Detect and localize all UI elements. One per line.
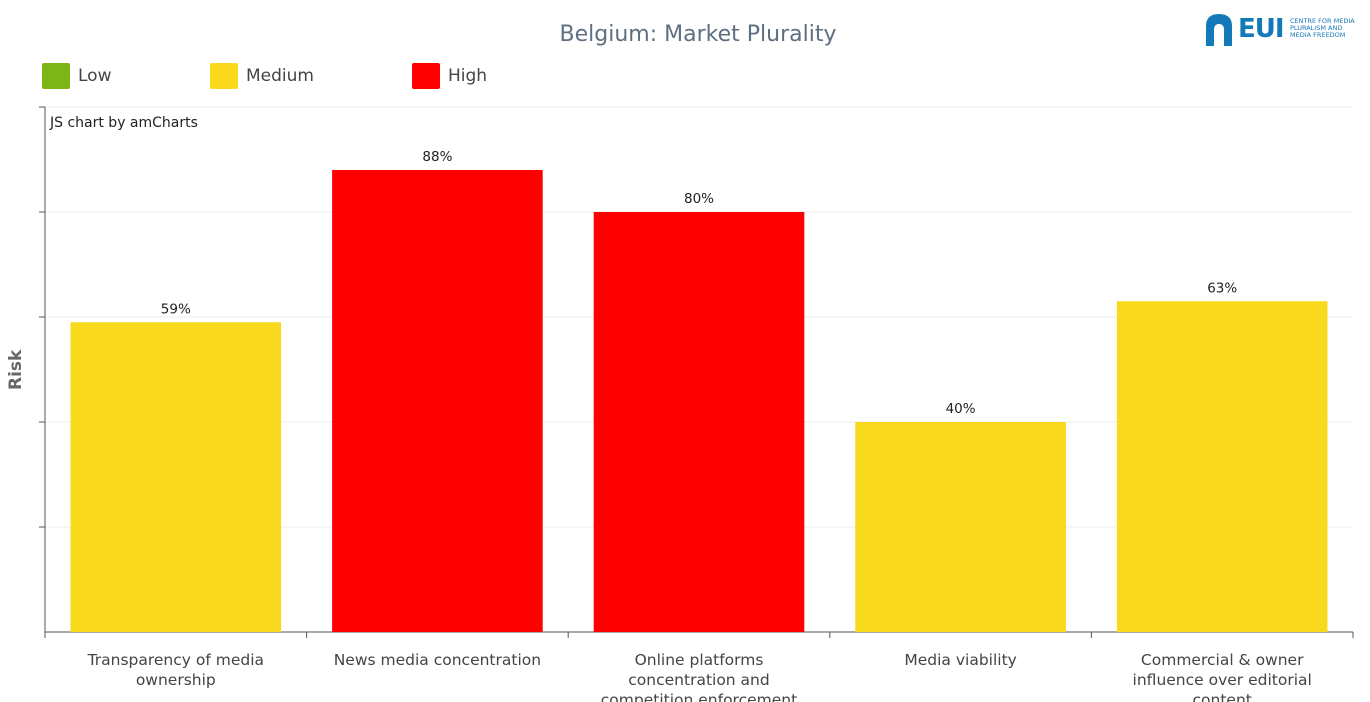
- category-label-4: Media viability: [904, 651, 1016, 669]
- category-label-3: Online platforms concentration and competi…: [601, 651, 797, 702]
- bar-1[interactable]: [70, 322, 282, 632]
- bar-4[interactable]: [855, 422, 1066, 632]
- eui-logo-text: EUI: [1238, 14, 1285, 44]
- bar-5[interactable]: [1116, 301, 1328, 632]
- legend-label-low: Low: [78, 66, 112, 86]
- eui-arch-icon: [1206, 14, 1232, 46]
- value-label-1: 59%: [161, 301, 191, 317]
- legend-label-medium: Medium: [246, 66, 314, 86]
- value-label-4: 40%: [946, 401, 976, 417]
- category-label-2: News media concentration: [334, 651, 541, 669]
- amcharts-credit-link[interactable]: JS chart by amCharts: [50, 115, 198, 131]
- bar-3[interactable]: [593, 212, 805, 632]
- value-label-3: 80%: [684, 191, 714, 207]
- category-label-1: Transparency of media ownership: [87, 651, 264, 689]
- bar-2[interactable]: [332, 170, 543, 632]
- value-label-2: 88%: [422, 149, 452, 165]
- eui-logo: EUI CENTRE FOR MEDIA PLURALISM AND MEDIA…: [1204, 12, 1364, 52]
- category-label-5: Commercial & owner influence over editori…: [1133, 651, 1312, 702]
- legend-label-high: High: [448, 66, 488, 86]
- legend-swatch-medium: [210, 63, 238, 89]
- eui-logo-subtitle: CENTRE FOR MEDIA PLURALISM AND MEDIA FRE…: [1290, 17, 1355, 39]
- legend-swatch-high: [412, 63, 440, 89]
- value-label-5: 63%: [1207, 280, 1237, 296]
- legend-item-low[interactable]: Low: [42, 62, 111, 90]
- chart-title: Belgium: Market Plurality: [559, 22, 837, 47]
- legend-swatch-low: [42, 63, 70, 89]
- legend-item-medium[interactable]: Medium: [210, 62, 314, 90]
- legend-item-high[interactable]: High: [412, 62, 487, 90]
